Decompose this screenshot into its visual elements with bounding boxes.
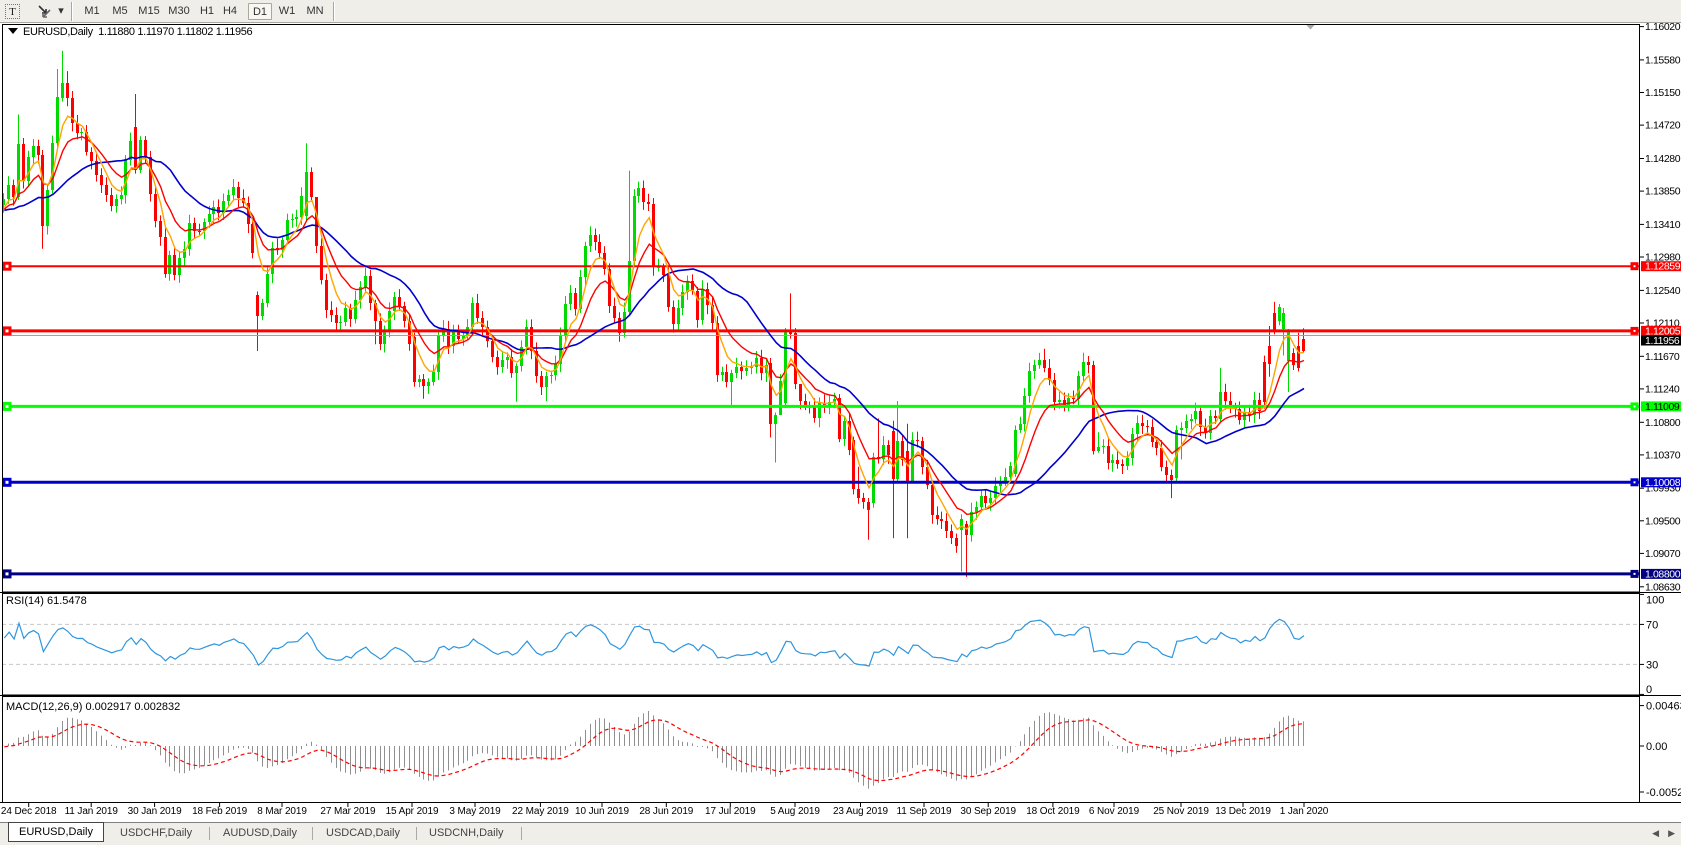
svg-text:1.11956: 1.11956 xyxy=(1645,335,1680,347)
svg-text:1.08800: 1.08800 xyxy=(1645,568,1681,580)
svg-text:1.12980: 1.12980 xyxy=(1645,252,1681,264)
svg-text:17 Jul 2019: 17 Jul 2019 xyxy=(705,806,756,817)
svg-text:1.12005: 1.12005 xyxy=(1645,325,1681,337)
svg-text:1.16020: 1.16020 xyxy=(1645,21,1681,33)
svg-text:15 Apr 2019: 15 Apr 2019 xyxy=(386,806,439,817)
svg-text:1 Jan 2020: 1 Jan 2020 xyxy=(1280,806,1329,817)
svg-text:1.14720: 1.14720 xyxy=(1645,120,1681,132)
svg-text:18 Oct 2019: 18 Oct 2019 xyxy=(1026,806,1080,817)
svg-text:27 Mar 2019: 27 Mar 2019 xyxy=(320,806,376,817)
svg-text:6 Nov 2019: 6 Nov 2019 xyxy=(1089,806,1140,817)
svg-text:8 Mar 2019: 8 Mar 2019 xyxy=(257,806,307,817)
svg-text:1.10370: 1.10370 xyxy=(1645,449,1681,461)
svg-text:-0.005299: -0.005299 xyxy=(1646,787,1681,799)
svg-text:30 Jan 2019: 30 Jan 2019 xyxy=(128,806,182,817)
svg-text:11 Sep 2019: 11 Sep 2019 xyxy=(897,806,952,817)
svg-text:1.13410: 1.13410 xyxy=(1645,219,1681,231)
svg-text:30: 30 xyxy=(1646,659,1658,671)
svg-text:1.09070: 1.09070 xyxy=(1645,548,1681,560)
svg-text:1.15150: 1.15150 xyxy=(1645,87,1681,99)
svg-text:1.10008: 1.10008 xyxy=(1645,477,1681,489)
svg-text:RSI(14) 61.5478: RSI(14) 61.5478 xyxy=(6,595,87,607)
svg-text:1.15580: 1.15580 xyxy=(1645,54,1681,66)
svg-text:1.12540: 1.12540 xyxy=(1645,285,1681,297)
svg-text:1.11240: 1.11240 xyxy=(1645,383,1680,395)
svg-text:25 Nov 2019: 25 Nov 2019 xyxy=(1153,806,1209,817)
svg-text:0.00: 0.00 xyxy=(1646,741,1667,753)
svg-text:5 Aug 2019: 5 Aug 2019 xyxy=(770,806,820,817)
svg-text:11 Jan 2019: 11 Jan 2019 xyxy=(65,806,119,817)
svg-text:MACD(12,26,9) 0.002917 0.00283: MACD(12,26,9) 0.002917 0.002832 xyxy=(6,701,180,713)
svg-text:1.14280: 1.14280 xyxy=(1645,153,1681,165)
svg-text:1.10800: 1.10800 xyxy=(1645,417,1681,429)
svg-text:30 Sep 2019: 30 Sep 2019 xyxy=(960,806,1016,817)
svg-text:1.09500: 1.09500 xyxy=(1645,515,1681,527)
svg-text:100: 100 xyxy=(1646,595,1664,607)
svg-text:0: 0 xyxy=(1646,684,1652,696)
svg-text:1.12859: 1.12859 xyxy=(1645,261,1681,273)
svg-text:18 Feb 2019: 18 Feb 2019 xyxy=(192,806,248,817)
svg-text:23 Aug 2019: 23 Aug 2019 xyxy=(833,806,889,817)
svg-text:10 Jun 2019: 10 Jun 2019 xyxy=(575,806,629,817)
svg-text:3 May 2019: 3 May 2019 xyxy=(449,806,501,817)
svg-text:0.00463: 0.00463 xyxy=(1646,701,1681,713)
svg-text:1.08630: 1.08630 xyxy=(1645,581,1681,593)
svg-text:1.11009: 1.11009 xyxy=(1645,401,1680,413)
svg-text:28 Jun 2019: 28 Jun 2019 xyxy=(639,806,693,817)
svg-text:70: 70 xyxy=(1646,619,1658,631)
svg-text:13 Dec 2019: 13 Dec 2019 xyxy=(1215,806,1271,817)
svg-text:24 Dec 2018: 24 Dec 2018 xyxy=(1,806,57,817)
svg-text:22 May 2019: 22 May 2019 xyxy=(512,806,569,817)
svg-text:1.11670: 1.11670 xyxy=(1645,351,1680,363)
svg-text:EURUSD,Daily 1.11880 1.11970: EURUSD,Daily 1.11880 1.11970 1.11802 1.1… xyxy=(23,26,253,38)
svg-text:1.13850: 1.13850 xyxy=(1645,186,1681,198)
